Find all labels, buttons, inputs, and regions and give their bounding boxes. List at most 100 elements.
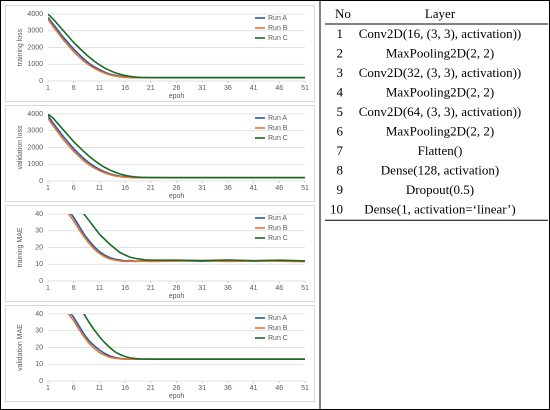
x-tick-label: 31 [198, 185, 206, 192]
cell-no: 10 [330, 201, 343, 216]
y-tick-label: 10 [35, 261, 43, 268]
y-tick-label: 30 [35, 228, 43, 235]
x-tick-label: 21 [147, 185, 155, 192]
x-axis-label: epoh [169, 393, 185, 400]
legend-label: Run C [268, 335, 288, 342]
x-tick-label: 46 [275, 385, 283, 392]
x-tick-label: 51 [301, 85, 309, 92]
y-tick-label: 1000 [27, 61, 43, 68]
series-line [48, 114, 305, 179]
cell-no: 2 [337, 45, 344, 60]
chart-frame [5, 305, 315, 402]
y-tick-label: 0 [39, 178, 43, 185]
y-tick-label: 30 [35, 328, 43, 335]
x-tick-label: 51 [301, 285, 309, 292]
cell-no: 5 [337, 104, 344, 119]
cell-layer: MaxPooling2D(2, 2) [386, 123, 494, 138]
x-tick-label: 21 [147, 285, 155, 292]
x-tick-label: 41 [250, 385, 258, 392]
cell-layer: Dropout(0.5) [406, 182, 474, 197]
cell-layer: Conv2D(64, (3, 3), activation)) [359, 104, 521, 119]
x-tick-label: 41 [250, 185, 258, 192]
x-tick-label: 6 [72, 385, 76, 392]
cell-no: 9 [337, 182, 344, 197]
x-tick-label: 11 [96, 85, 103, 92]
y-tick-label: 0 [39, 378, 43, 385]
y-tick-label: 4000 [27, 11, 43, 18]
x-tick-label: 36 [224, 385, 232, 392]
x-axis-label: epoh [169, 293, 185, 300]
x-tick-label: 36 [224, 185, 232, 192]
x-tick-label: 31 [198, 85, 206, 92]
y-tick-label: 2000 [27, 144, 43, 151]
y-tick-label: 20 [35, 244, 43, 251]
cell-no: 1 [337, 26, 344, 41]
x-tick-label: 6 [72, 85, 76, 92]
cell-layer: Dense(128, activation) [381, 162, 499, 177]
legend-label: Run A [268, 315, 287, 322]
y-tick-label: 3000 [27, 28, 43, 35]
legend-label: Run C [268, 135, 288, 142]
cell-no: 6 [337, 123, 344, 138]
y-axis-label: validation loss [17, 125, 24, 169]
x-tick-label: 36 [224, 285, 232, 292]
x-tick-label: 16 [121, 85, 129, 92]
y-tick-label: 1000 [27, 161, 43, 168]
y-axis-label: validation MAE [17, 324, 24, 371]
x-tick-label: 11 [96, 185, 103, 192]
x-tick-label: 16 [121, 285, 129, 292]
x-tick-label: 26 [173, 85, 181, 92]
cell-layer: Conv2D(32, (3, 3), activation)) [359, 65, 521, 80]
y-tick-label: 2000 [27, 44, 43, 51]
cell-layer: MaxPooling2D(2, 2) [386, 84, 494, 99]
legend-label: Run B [268, 325, 288, 332]
series-line [82, 314, 305, 361]
legend-label: Run A [268, 115, 287, 122]
table: No Layer 1 Conv2D(16, (3, 3), activation)) 2… [325, 6, 548, 221]
x-tick-label: 16 [121, 385, 129, 392]
x-tick-label: 46 [275, 85, 283, 92]
x-tick-label: 36 [224, 85, 232, 92]
y-tick-label: 4000 [27, 111, 43, 118]
cell-layer: Flatten() [418, 143, 463, 158]
x-tick-label: 51 [301, 185, 309, 192]
y-tick-label: 0 [39, 278, 43, 285]
header-cell: No [335, 6, 351, 21]
legend-label: Run A [268, 215, 287, 222]
x-tick-label: 6 [72, 185, 76, 192]
legend-label: Run A [268, 15, 287, 22]
x-tick-label: 21 [147, 85, 155, 92]
chart-frame [5, 5, 315, 102]
y-tick-label: 0 [39, 78, 43, 85]
y-tick-label: 20 [35, 344, 43, 351]
x-tick-label: 21 [147, 385, 155, 392]
legend-label: Run C [268, 35, 288, 42]
x-tick-label: 1 [46, 85, 50, 92]
cell-no: 8 [337, 162, 344, 177]
x-tick-label: 46 [275, 285, 283, 292]
legend-label: Run B [268, 25, 288, 32]
x-tick-label: 1 [46, 385, 50, 392]
legend-label: Run C [268, 235, 288, 242]
x-axis-label: epoh [169, 193, 185, 200]
x-tick-label: 31 [198, 385, 206, 392]
x-axis-label: epoh [169, 93, 185, 100]
chart-frame [5, 205, 315, 302]
header-cell: Layer [425, 6, 456, 21]
x-tick-label: 1 [46, 285, 50, 292]
x-tick-label: 1 [46, 185, 50, 192]
x-tick-label: 6 [72, 285, 76, 292]
x-tick-label: 46 [275, 185, 283, 192]
x-tick-label: 26 [173, 185, 181, 192]
cell-layer: Conv2D(16, (3, 3), activation)) [359, 26, 521, 41]
cell-layer: Dense(1, activation=‘linear’) [364, 201, 515, 216]
legend-label: Run B [268, 225, 288, 232]
x-tick-label: 26 [173, 285, 181, 292]
y-axis-label: training loss [17, 28, 24, 66]
series-line [82, 214, 305, 262]
